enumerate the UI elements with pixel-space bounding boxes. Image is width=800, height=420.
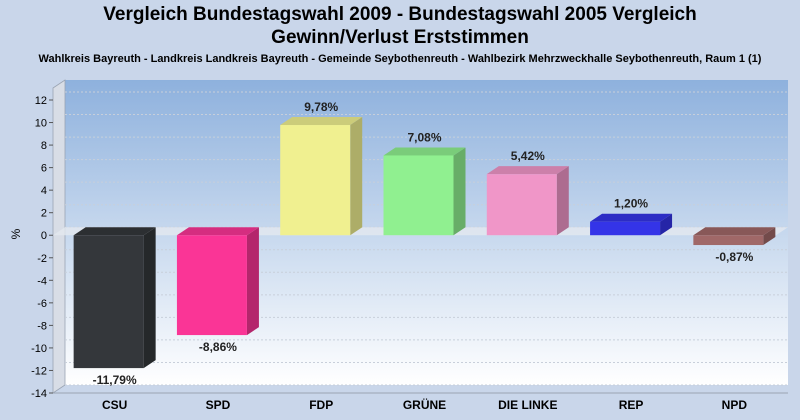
bar-die-linke [486, 166, 569, 236]
bar-front [176, 235, 247, 336]
y-tick-label: -12 [31, 365, 47, 377]
chart-title-line1: Vergleich Bundestagswahl 2009 - Bundesta… [103, 4, 697, 25]
bar-side [246, 227, 259, 336]
x-tick-label: CSU [102, 398, 127, 412]
bar-grüne [383, 147, 466, 236]
data-label: 7,08% [407, 130, 441, 144]
y-tick-label: 12 [35, 95, 47, 107]
y-tick-label: -6 [37, 298, 47, 310]
y-tick-label: -2 [37, 253, 47, 265]
y-tick-label: 10 [35, 118, 47, 130]
x-tick-label: DIE LINKE [498, 398, 557, 412]
bar-npd [693, 227, 776, 246]
y-tick-label: 0 [41, 230, 47, 242]
bar-front [590, 221, 661, 236]
bar-front [486, 174, 557, 236]
data-label: -8,86% [199, 340, 237, 354]
bar-rep [590, 213, 673, 236]
x-tick-label: NPD [722, 398, 748, 412]
data-label: 1,20% [614, 197, 648, 211]
bar-side [350, 117, 363, 236]
bar-side [763, 227, 776, 246]
x-tick-label: GRÜNE [403, 397, 446, 412]
bar-fdp [280, 117, 363, 236]
chart-title: Vergleich Bundestagswahl 2009 - Bundesta… [0, 3, 800, 49]
x-tick-label: FDP [309, 398, 333, 412]
bar-side [660, 213, 673, 236]
bar-spd [176, 227, 259, 336]
data-label: -0,87% [715, 250, 753, 264]
chart-subtitle: Wahlkreis Bayreuth - Landkreis Landkreis… [38, 53, 762, 65]
bar-side [143, 227, 156, 369]
bar-side [453, 147, 466, 236]
data-label: 5,42% [511, 149, 545, 163]
y-axis-label: % [9, 228, 23, 239]
data-label: 9,78% [304, 100, 338, 114]
y-tick-label: -4 [37, 275, 47, 287]
bar-top [280, 117, 363, 126]
bar-top [383, 147, 466, 156]
y-tick-label: 4 [41, 185, 47, 197]
bar-csu [73, 227, 156, 369]
bar-top [486, 166, 569, 175]
y-tick-label: -10 [31, 343, 47, 355]
bar-front [383, 155, 454, 236]
y-tick-label: -8 [37, 320, 47, 332]
x-tick-label: REP [619, 398, 644, 412]
x-tick-label: SPD [206, 398, 231, 412]
y-tick-label: -14 [31, 388, 47, 400]
bar-front [73, 235, 144, 369]
bar-front [280, 125, 351, 236]
bar-top [590, 213, 673, 222]
plot-left-wall [52, 79, 66, 394]
bar-side [556, 166, 569, 236]
y-tick-label: 6 [41, 163, 47, 175]
y-tick-label: 2 [41, 208, 47, 220]
chart-title-line2: Gewinn/Verlust Erststimmen [271, 27, 529, 48]
bar-front [693, 235, 764, 246]
bar-top [693, 227, 776, 236]
y-tick-label: 8 [41, 140, 47, 152]
bar-top [73, 227, 156, 236]
data-label: -11,79% [93, 373, 137, 387]
bar-top [176, 227, 259, 236]
